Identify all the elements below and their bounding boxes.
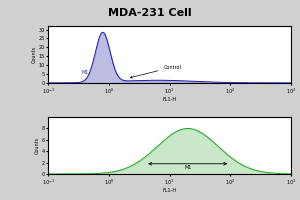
Text: M1: M1 — [184, 165, 191, 170]
Text: Control: Control — [130, 65, 181, 78]
Text: MDA-231 Cell: MDA-231 Cell — [108, 8, 192, 18]
X-axis label: FL1-H: FL1-H — [162, 97, 177, 102]
Y-axis label: Counts: Counts — [35, 137, 40, 154]
Text: M1: M1 — [81, 70, 89, 75]
Y-axis label: Counts: Counts — [32, 46, 37, 63]
X-axis label: FL1-H: FL1-H — [162, 188, 177, 193]
